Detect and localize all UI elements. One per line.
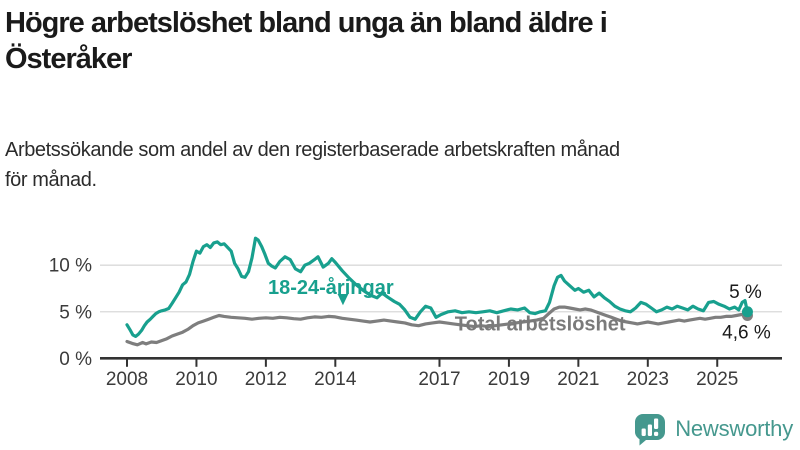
end-value-label-young: 5 % (729, 282, 762, 303)
title-line-2: Österåker (5, 43, 132, 75)
chart-header: Högre arbetslöshet bland unga än bland ä… (5, 5, 797, 77)
endpoint-dot-young (741, 306, 753, 318)
newsworthy-icon (635, 414, 666, 446)
x-axis: 2008 2010 2012 2014 2017 2019 2021 2023 2025 (100, 356, 782, 390)
series-line-total (125, 305, 750, 347)
series-line-young (125, 236, 750, 338)
series-label-pointer-icon (337, 294, 349, 306)
x-axis-tick-label: 2008 (106, 369, 148, 390)
y-axis-tick-label: 0 % (59, 349, 92, 370)
x-axis-tick-label: 2010 (175, 369, 217, 390)
series-label-young: 18-24-åringar (268, 276, 394, 299)
x-axis-tick-label: 2025 (696, 369, 738, 390)
newsworthy-logo[interactable]: Newsworthy (633, 412, 793, 446)
chart-subtitle: Arbetssökande som andel av den registerb… (5, 135, 797, 195)
gridlines: 0 % 5 % 10 % (49, 256, 782, 370)
x-axis-tick-label: 2017 (418, 369, 460, 390)
x-axis-tick-label: 2019 (488, 369, 530, 390)
newsworthy-wordmark: Newsworthy (675, 416, 793, 441)
title-line-1: Högre arbetslöshet bland unga än bland ä… (5, 7, 608, 39)
data-series (125, 236, 753, 347)
series-label-total: Total arbetslöshet (455, 314, 626, 336)
x-axis-tick-label: 2023 (627, 369, 669, 390)
x-axis-tick-label: 2012 (245, 369, 287, 390)
x-axis-tick-label: 2014 (314, 369, 357, 390)
end-value-label-total: 4,6 % (722, 322, 771, 343)
x-axis-tick-label: 2021 (557, 369, 599, 390)
y-axis-tick-label: 10 % (49, 256, 92, 277)
y-axis-tick-label: 5 % (59, 302, 92, 323)
subtitle-line-2: för månad. (5, 169, 97, 191)
page-title: Högre arbetslöshet bland unga än bland ä… (5, 5, 797, 77)
subtitle-line-1: Arbetssökande som andel av den registerb… (5, 139, 620, 161)
